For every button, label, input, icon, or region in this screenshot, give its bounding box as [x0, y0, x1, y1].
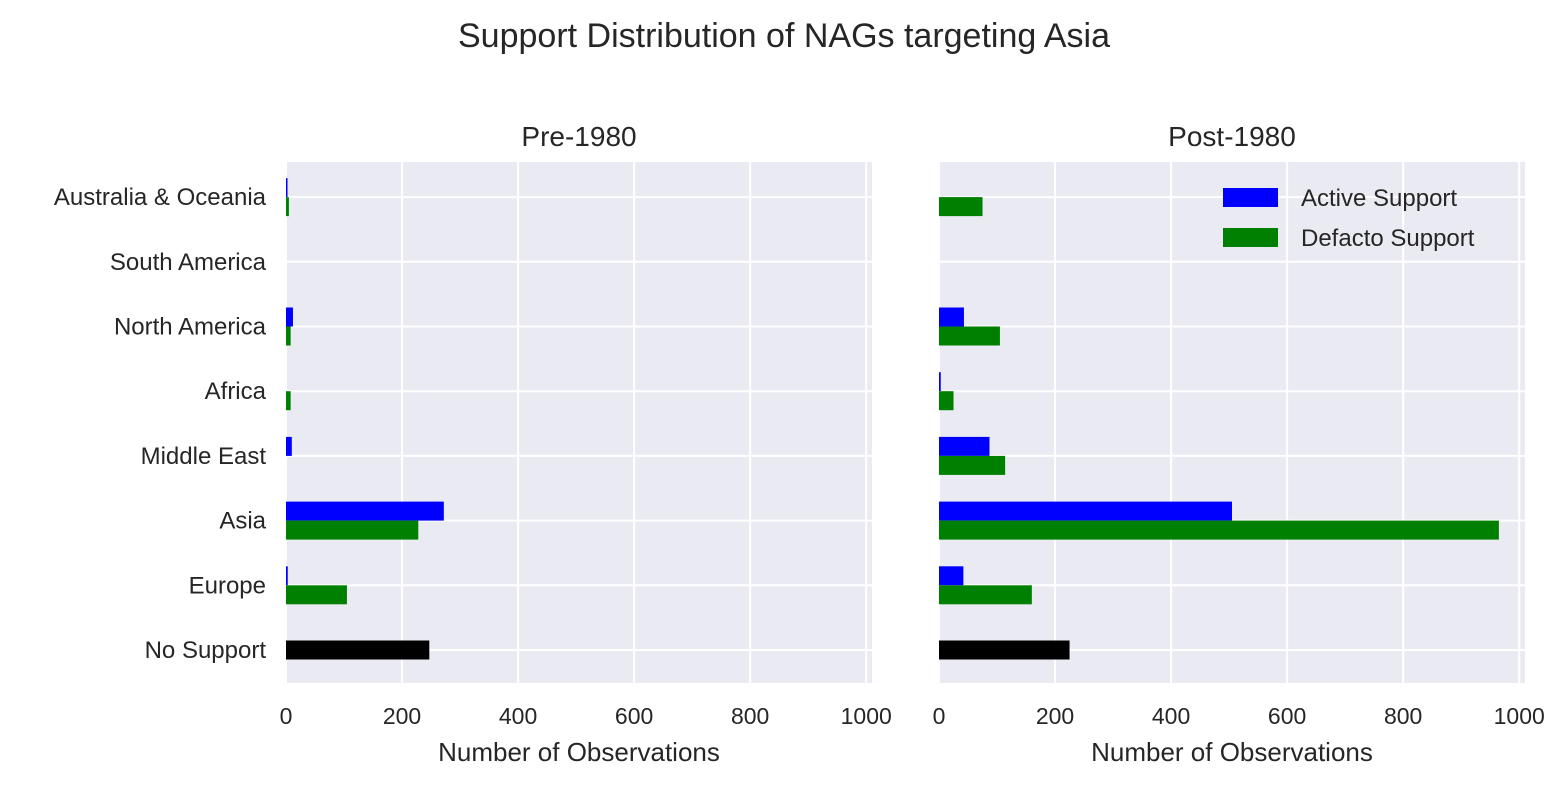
panel-title: Post-1980 — [1168, 121, 1296, 152]
bar-defacto-support — [939, 197, 983, 217]
bar-defacto-support — [939, 326, 1000, 346]
bar-defacto-support — [286, 326, 291, 346]
x-tick-label: 800 — [731, 703, 769, 729]
bar-active-support — [939, 436, 990, 456]
panel-title: Pre-1980 — [521, 121, 636, 152]
legend-swatch-active — [1223, 188, 1278, 207]
plot-area-1 — [286, 162, 872, 683]
bar-no-support — [939, 640, 1070, 660]
y-tick-label: Europe — [189, 572, 266, 599]
bar-active-support — [286, 178, 288, 198]
bar-no-support — [286, 640, 430, 660]
y-tick-label: Australia & Oceania — [54, 184, 267, 211]
bar-defacto-support — [939, 585, 1032, 605]
bar-defacto-support — [286, 391, 291, 411]
bar-defacto-support — [286, 520, 419, 540]
bar-active-support — [286, 501, 444, 521]
legend-label-active: Active Support — [1301, 185, 1457, 212]
x-tick-label: 600 — [615, 703, 653, 729]
chart-title: Support Distribution of NAGs targeting A… — [458, 17, 1110, 55]
x-tick-label: 200 — [1036, 703, 1074, 729]
x-tick-label: 400 — [1152, 703, 1190, 729]
bar-defacto-support — [286, 585, 347, 605]
legend-label-defacto: Defacto Support — [1301, 225, 1475, 252]
bar-active-support — [286, 307, 293, 327]
bar-defacto-support — [939, 455, 1006, 475]
y-tick-label: No Support — [145, 637, 267, 664]
plot-area-2 — [939, 162, 1525, 683]
bar-active-support — [939, 566, 964, 586]
x-tick-label: 200 — [383, 703, 421, 729]
bar-active-support — [286, 436, 292, 456]
x-tick-label: 600 — [1268, 703, 1306, 729]
bar-active-support — [939, 372, 941, 392]
bar-defacto-support — [286, 197, 289, 217]
x-axis-label: Number of Observations — [1091, 737, 1373, 767]
bar-active-support — [939, 307, 964, 327]
x-tick-label: 0 — [933, 703, 946, 729]
y-tick-label: Asia — [219, 508, 266, 535]
x-tick-label: 0 — [280, 703, 293, 729]
x-tick-label: 800 — [1384, 703, 1422, 729]
bar-active-support — [939, 501, 1232, 521]
x-axis-label: Number of Observations — [438, 737, 720, 767]
y-tick-label: South America — [110, 249, 267, 276]
x-tick-label: 1000 — [841, 703, 892, 729]
y-tick-label: Middle East — [141, 443, 267, 470]
bar-defacto-support — [939, 520, 1499, 540]
legend-swatch-defacto — [1223, 228, 1278, 247]
x-tick-label: 400 — [499, 703, 537, 729]
bar-active-support — [286, 566, 288, 586]
x-tick-label: 1000 — [1494, 703, 1545, 729]
y-tick-label: North America — [114, 314, 267, 341]
bar-defacto-support — [939, 391, 954, 411]
y-tick-label: Africa — [205, 378, 267, 405]
